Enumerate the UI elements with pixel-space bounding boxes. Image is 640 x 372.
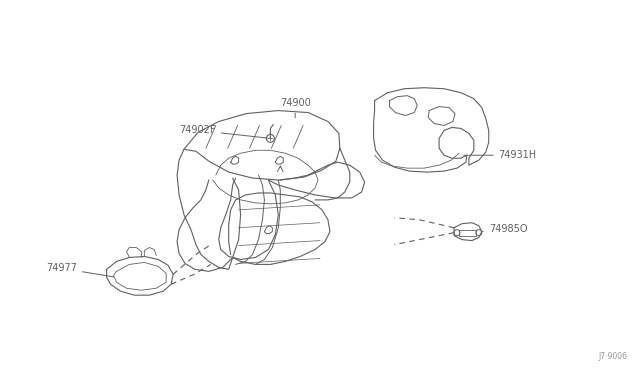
Text: 74985O: 74985O xyxy=(482,224,527,234)
Text: 74900: 74900 xyxy=(280,97,310,118)
Text: J7·9006: J7·9006 xyxy=(598,352,628,361)
Text: 74931H: 74931H xyxy=(464,150,537,160)
Text: 74902F: 74902F xyxy=(179,125,268,138)
Text: 74977: 74977 xyxy=(46,263,114,277)
